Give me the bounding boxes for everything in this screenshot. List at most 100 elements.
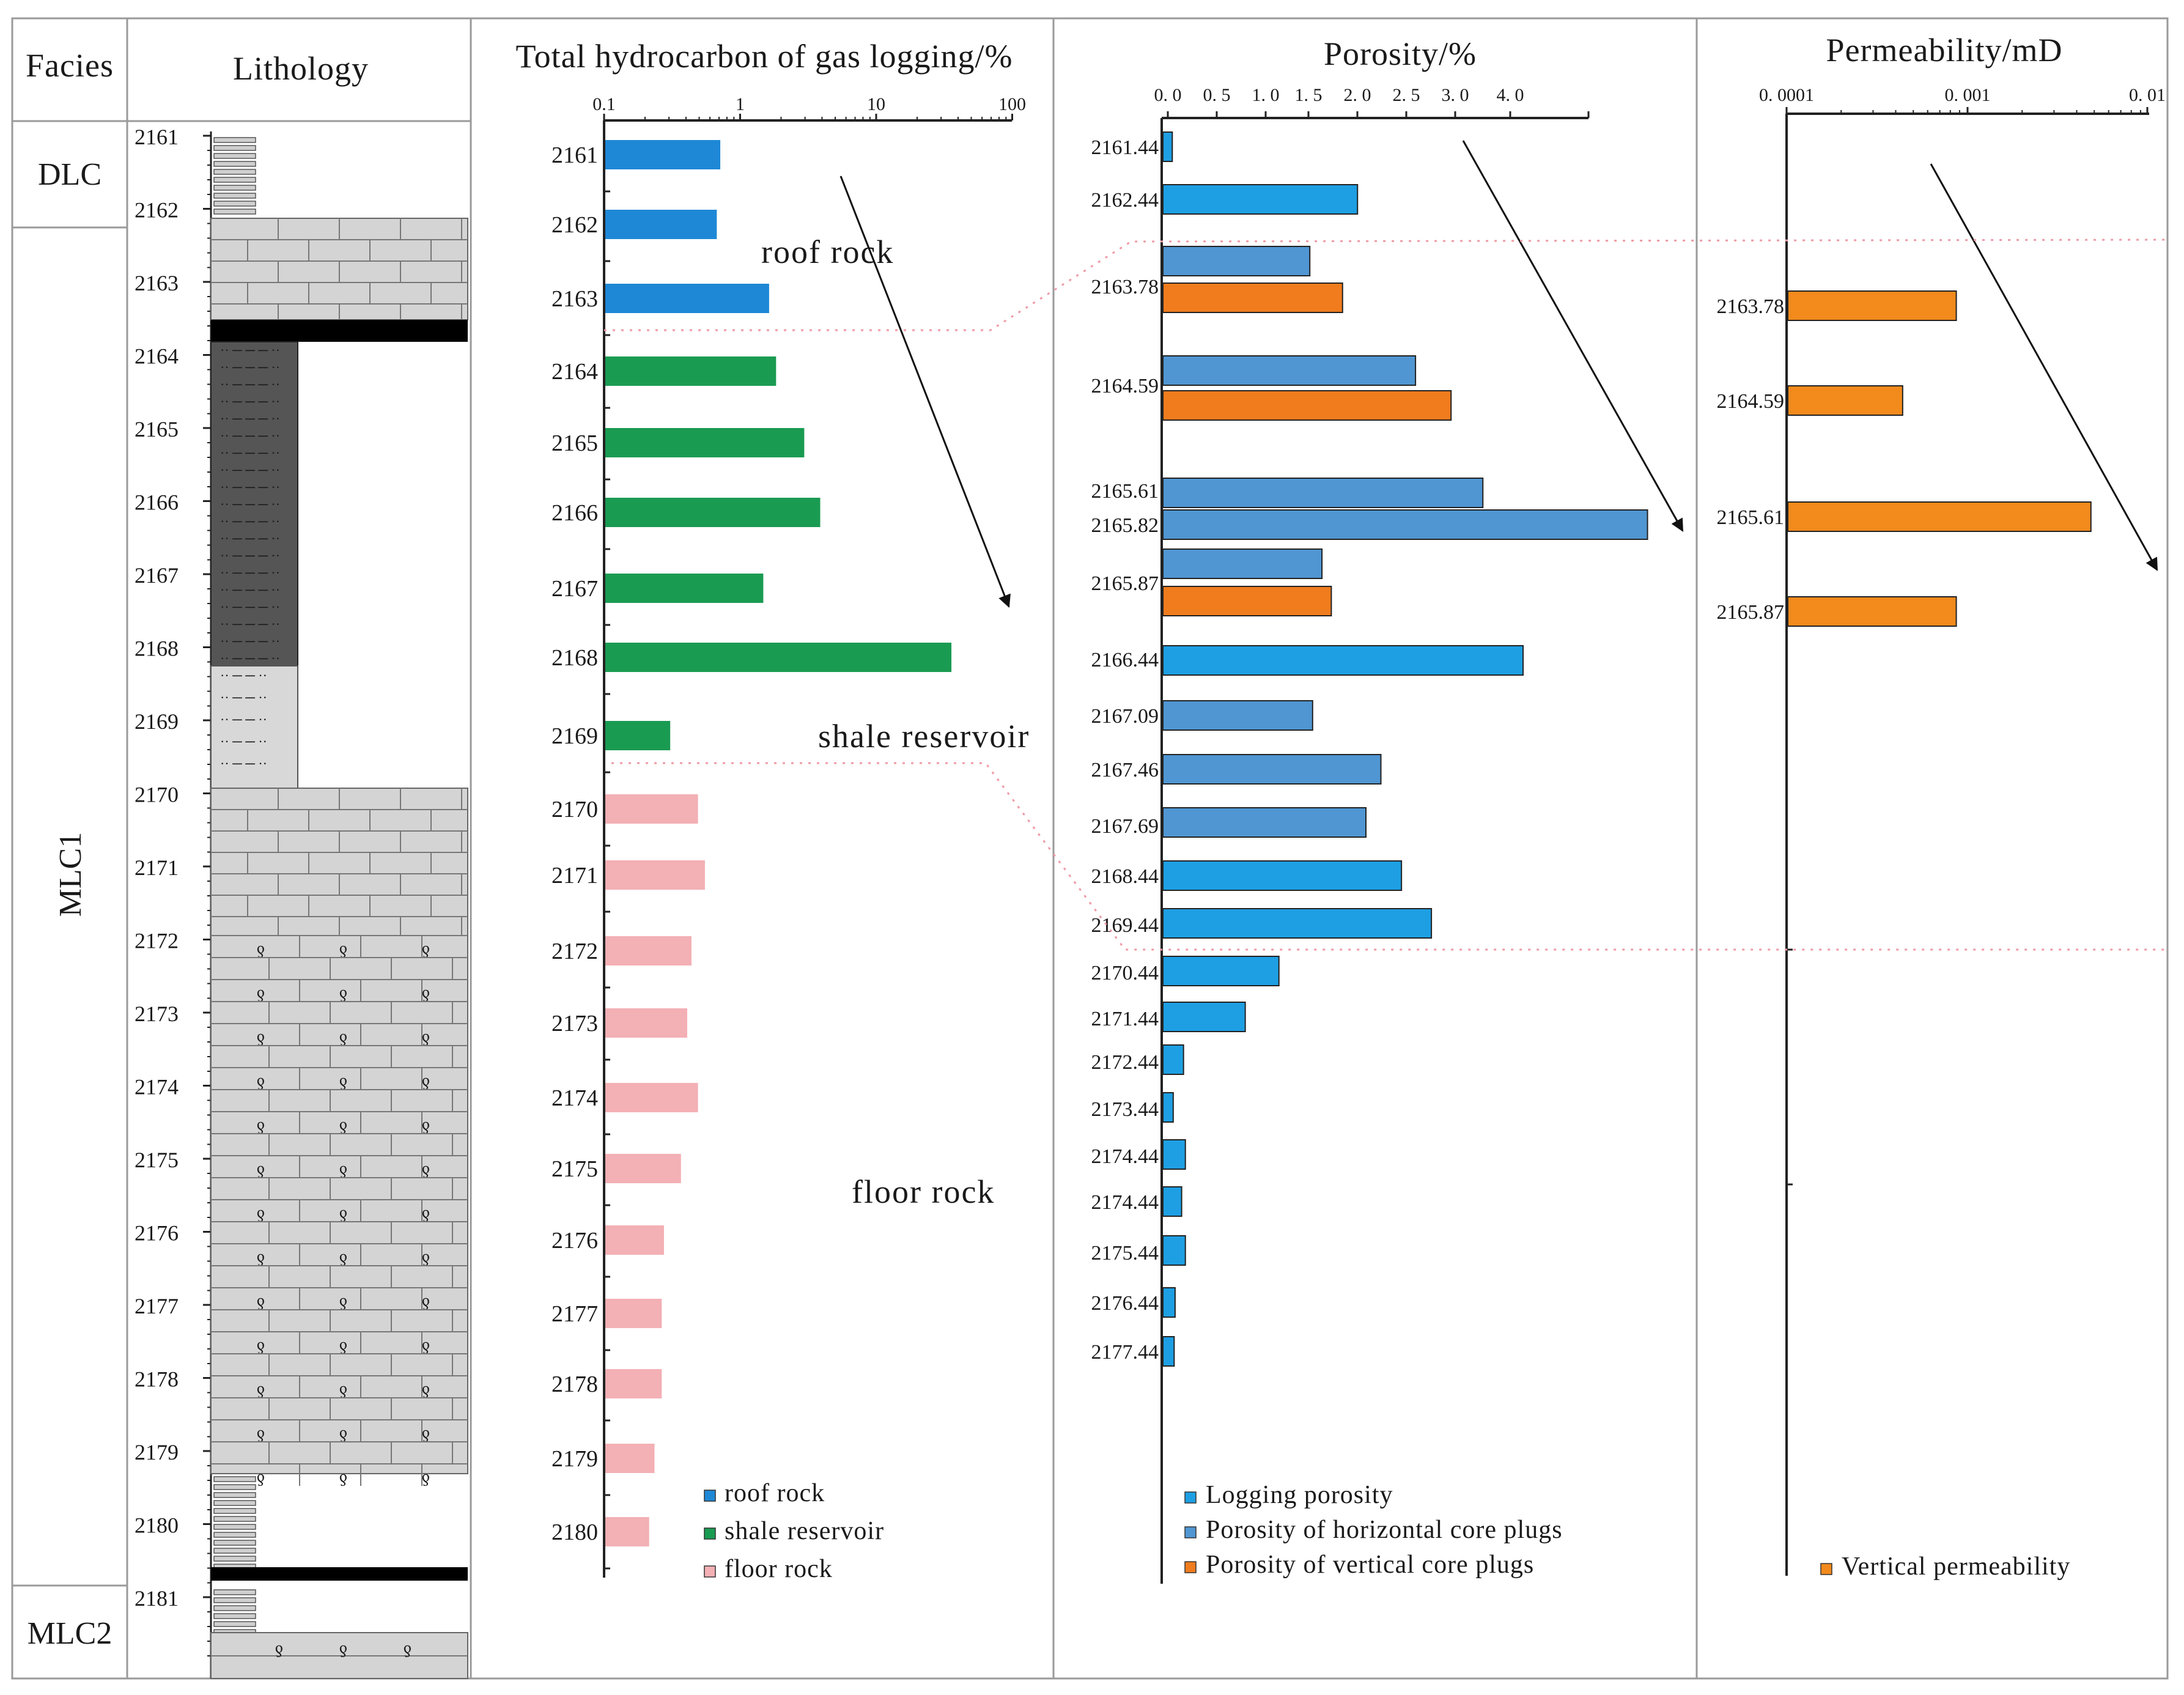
porosity-bar-logging bbox=[1162, 1336, 1175, 1367]
hydrocarbon-bar-2170 bbox=[605, 794, 698, 824]
lith-thin-bed bbox=[213, 161, 256, 167]
shale-symbol: ·· ─ ─ ─ ·· bbox=[220, 428, 280, 443]
fossil-symbol: ƍ bbox=[257, 983, 265, 1002]
porosity-bar-horizontal bbox=[1162, 509, 1648, 540]
hydrocarbon-bar-2166 bbox=[605, 498, 821, 527]
black-marker-bed bbox=[211, 320, 468, 342]
porosity-bar-vertical bbox=[1162, 390, 1452, 421]
porosity-tick-label: 0. 5 bbox=[1203, 85, 1231, 105]
porosity-sample-label: 2174.44 bbox=[1091, 1145, 1159, 1168]
fossil-symbol: ƍ bbox=[257, 1291, 265, 1310]
silty-symbol: ·· ─ ─ ·· bbox=[220, 668, 267, 683]
fossil-symbol: ƍ bbox=[339, 1468, 347, 1486]
porosity-sample-label: 2167.69 bbox=[1091, 815, 1159, 838]
depth-label: 2179 bbox=[135, 1440, 179, 1464]
lith-thin-bed bbox=[213, 1500, 256, 1506]
porosity-tick-label: 2. 5 bbox=[1393, 85, 1420, 105]
fossil-symbol: ƍ bbox=[339, 1247, 347, 1266]
porosity-tick-label: 0. 0 bbox=[1154, 85, 1182, 105]
fossil-symbol: ƍ bbox=[422, 1071, 430, 1090]
shale-symbol: ·· ─ ─ ─ ·· bbox=[220, 411, 280, 426]
fossil-symbol: ƍ bbox=[404, 1639, 411, 1658]
porosity-sample-label: 2161.44 bbox=[1091, 136, 1159, 159]
fossil-symbol: ƍ bbox=[422, 1247, 430, 1266]
silty-symbol: ·· ─ ─ ·· bbox=[220, 756, 267, 771]
porosity-sample-label: 2170.44 bbox=[1091, 962, 1159, 984]
hydrocarbon-bar-2161 bbox=[605, 140, 721, 169]
depth-label: 2173 bbox=[135, 1002, 179, 1026]
shale-symbol: ·· ─ ─ ─ ·· bbox=[220, 633, 280, 649]
porosity-bar-logging bbox=[1162, 131, 1173, 162]
depth-label: 2162 bbox=[135, 198, 179, 223]
porosity-sample-label: 2175.44 bbox=[1091, 1242, 1159, 1265]
porosity-tick-label: 1. 0 bbox=[1252, 85, 1280, 105]
permeability-chart: 0. 0001 0. 001 0. 01 2163.78 2164.59 2165.61… bbox=[1717, 85, 2166, 1581]
fossil-symbol: ƍ bbox=[422, 1159, 430, 1178]
hydrocarbon-legend: roof rock shale reservoir floor rock bbox=[704, 1479, 884, 1583]
porosity-legend-label-logging: Logging porosity bbox=[1206, 1481, 1393, 1509]
fossil-symbol: ƍ bbox=[339, 983, 347, 1002]
lith-thin-bed bbox=[213, 201, 256, 207]
fossil-symbol: ƍ bbox=[422, 1115, 430, 1134]
depth-label: 2164 bbox=[135, 344, 179, 369]
hydrocarbon-depth-label: 2167 bbox=[552, 576, 598, 602]
permeability-sample-label: 2163.78 bbox=[1717, 295, 1785, 318]
fossil-symbol: ƍ bbox=[339, 1115, 347, 1134]
hydrocarbon-depth-label: 2164 bbox=[552, 359, 598, 385]
hydrocarbon-tick-label: 10 bbox=[867, 94, 885, 114]
porosity-bar-vertical bbox=[1162, 586, 1332, 616]
porosity-sample-label: 2177.44 bbox=[1091, 1341, 1159, 1364]
porosity-tick-label: 3. 0 bbox=[1442, 85, 1469, 105]
lith-thin-bed bbox=[213, 1516, 256, 1522]
fossil-symbol: ƍ bbox=[257, 1027, 265, 1046]
depth-label: 2161 bbox=[135, 125, 179, 149]
hydrocarbon-chart: 0.1 1 10 100 216121622163216421652166216721… bbox=[552, 94, 1030, 1583]
hydrocarbon-bar-2175 bbox=[605, 1154, 681, 1183]
fossil-symbol: ƍ bbox=[422, 1027, 430, 1046]
porosity-sample-labels: 2161.44 2162.44 2163.78 2164.59 2165.61 2165.… bbox=[1091, 136, 1159, 1364]
lith-thin-bed bbox=[213, 1605, 256, 1611]
hydrocarbon-bar-2167 bbox=[605, 574, 764, 603]
fossil-symbol: ƍ bbox=[422, 1424, 430, 1442]
shale-symbol: ·· ─ ─ ─ ·· bbox=[220, 599, 280, 615]
hydrocarbon-tick-label: 1 bbox=[736, 94, 745, 114]
black-marker-bed bbox=[211, 1567, 468, 1581]
shale-reservoir-annotation: shale reservoir bbox=[818, 718, 1030, 755]
porosity-bar-logging bbox=[1162, 956, 1280, 986]
hydrocarbon-bar-2163 bbox=[605, 284, 769, 313]
hydrocarbon-depth-label: 2180 bbox=[552, 1520, 598, 1545]
porosity-ticks: 0. 0 0. 5 1. 0 1. 5 2. 0 2. 5 3. 0 4. 0 bbox=[1154, 85, 1590, 118]
figure-border bbox=[11, 17, 2169, 1680]
depth-label: 2176 bbox=[135, 1221, 179, 1246]
hydrocarbon-trend-arrow bbox=[839, 175, 1011, 608]
fossil-symbol: ƍ bbox=[422, 1379, 430, 1398]
hydrocarbon-depth-label: 2177 bbox=[552, 1301, 598, 1327]
porosity-bar-logging bbox=[1162, 184, 1359, 215]
porosity-tick-label: 4. 0 bbox=[1497, 85, 1524, 105]
porosity-sample-label: 2165.82 bbox=[1091, 514, 1159, 537]
depth-label: 2178 bbox=[135, 1367, 179, 1392]
hydrocarbon-legend-label-shale: shale reservoir bbox=[725, 1517, 884, 1545]
depth-label: 2168 bbox=[135, 637, 179, 661]
depth-label: 2170 bbox=[135, 783, 179, 807]
lith-thin-bed bbox=[213, 1548, 256, 1554]
porosity-bar-logging bbox=[1162, 1235, 1186, 1266]
shale-symbol: ·· ─ ─ ─ ·· bbox=[220, 514, 280, 529]
depth-label: 2167 bbox=[135, 563, 179, 588]
porosity-sample-label: 2173.44 bbox=[1091, 1098, 1159, 1121]
hydrocarbon-bar-2169 bbox=[605, 721, 671, 750]
porosity-sample-label: 2174.44 bbox=[1091, 1191, 1159, 1214]
hydrocarbon-depth-label: 2168 bbox=[552, 645, 598, 671]
fossil-symbol: ƍ bbox=[257, 1203, 265, 1222]
fossil-symbol: ƍ bbox=[339, 1159, 347, 1178]
shale-symbol: ·· ─ ─ ─ ·· bbox=[220, 497, 280, 512]
hydrocarbon-depth-label: 2166 bbox=[552, 500, 598, 526]
porosity-bar-horizontal bbox=[1162, 478, 1484, 508]
lith-thin-bed bbox=[213, 1508, 256, 1514]
fossil-symbol: ƍ bbox=[257, 1159, 265, 1178]
porosity-bar-logging bbox=[1162, 1002, 1246, 1032]
porosity-header: Porosity/% bbox=[1324, 35, 1477, 72]
fossil-symbol: ƍ bbox=[422, 1335, 430, 1354]
porosity-legend-swatch-horizontal bbox=[1184, 1526, 1197, 1538]
shale-lithology-block bbox=[210, 341, 298, 667]
